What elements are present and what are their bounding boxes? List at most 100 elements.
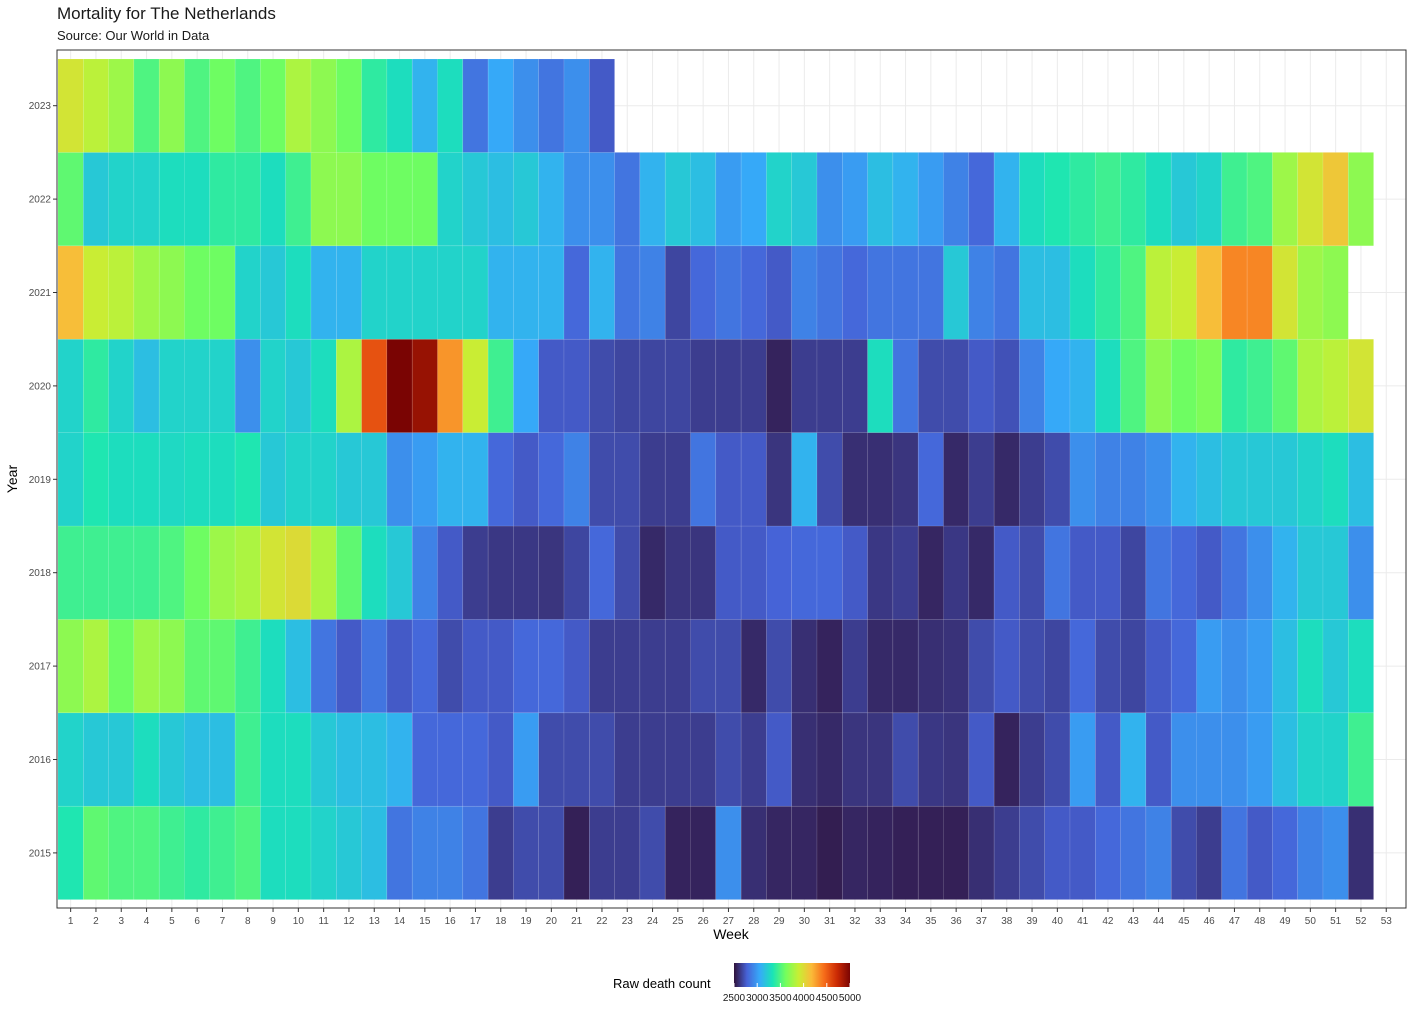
heatmap-cell	[158, 152, 185, 247]
heatmap-cell	[234, 338, 261, 433]
heatmap-cell	[538, 712, 565, 807]
heatmap-cell	[1095, 432, 1121, 527]
heatmap-cell	[816, 619, 843, 714]
heatmap-cell	[841, 619, 868, 714]
heatmap-cell	[715, 619, 742, 714]
heatmap-cell	[588, 525, 615, 620]
heatmap-cell	[1019, 432, 1046, 527]
heatmap-cell	[867, 152, 894, 247]
heatmap-cell	[285, 58, 312, 153]
x-tick-label: 38	[1001, 916, 1013, 927]
x-tick-label: 42	[1102, 916, 1114, 927]
heatmap-cell	[588, 245, 615, 340]
x-tick-label: 48	[1254, 916, 1266, 927]
heatmap-cell	[816, 805, 843, 900]
heatmap-cell	[386, 338, 413, 433]
heatmap-cell	[386, 432, 413, 527]
heatmap-cell	[867, 619, 894, 714]
heatmap-cell	[386, 619, 413, 714]
heatmap-cell	[841, 338, 868, 433]
heatmap-cell	[993, 432, 1020, 527]
heatmap-cell	[437, 152, 464, 247]
heatmap-cell	[614, 245, 641, 340]
heatmap-cell	[1019, 805, 1046, 900]
y-tick-label: 2022	[29, 195, 52, 206]
heatmap-cell	[57, 525, 84, 620]
heatmap-cell	[260, 805, 286, 900]
heatmap-cell	[133, 525, 160, 620]
heatmap-cell	[108, 712, 135, 807]
heatmap-cell	[690, 525, 717, 620]
heatmap-cell	[1246, 712, 1273, 807]
heatmap-cell	[1145, 245, 1172, 340]
heatmap-cell	[766, 245, 793, 340]
heatmap-cell	[1069, 432, 1096, 527]
heatmap-cell	[791, 619, 818, 714]
heatmap-cell	[209, 245, 236, 340]
heatmap-cell	[791, 805, 818, 900]
x-tick-label: 47	[1229, 916, 1241, 927]
heatmap-cell	[816, 245, 843, 340]
legend-title: Raw death count	[613, 976, 711, 991]
heatmap-cell	[563, 432, 590, 527]
heatmap-cell	[639, 712, 666, 807]
heatmap-cell	[917, 805, 944, 900]
heatmap-cell	[462, 432, 489, 527]
heatmap-cell	[917, 245, 944, 340]
heatmap-cell	[260, 619, 286, 714]
heatmap-cell	[184, 525, 211, 620]
heatmap-cell	[133, 338, 160, 433]
heatmap-cell	[917, 338, 944, 433]
heatmap-cell	[462, 525, 489, 620]
heatmap-cell	[158, 805, 185, 900]
heatmap-cell	[209, 712, 236, 807]
heatmap-cell	[841, 432, 868, 527]
heatmap-cell	[1120, 805, 1147, 900]
x-tick-label: 3	[118, 916, 124, 927]
heatmap-cell	[791, 152, 818, 247]
heatmap-cell	[234, 152, 261, 247]
heatmap-cell	[1196, 712, 1223, 807]
heatmap-cell	[234, 712, 261, 807]
heatmap-cell	[83, 152, 109, 247]
heatmap-cell	[184, 58, 211, 153]
heatmap-cell	[487, 245, 514, 340]
heatmap-cell	[108, 152, 135, 247]
heatmap-cell	[563, 245, 590, 340]
x-tick-label: 52	[1355, 916, 1367, 927]
heatmap-cell	[1145, 432, 1172, 527]
heatmap-cell	[841, 712, 868, 807]
heatmap-cell	[968, 338, 995, 433]
y-tick-label: 2023	[29, 101, 52, 112]
heatmap-cell	[1246, 619, 1273, 714]
heatmap-cell	[816, 432, 843, 527]
heatmap-cell	[133, 619, 160, 714]
heatmap-cell	[57, 338, 84, 433]
heatmap-cell	[1069, 525, 1096, 620]
heatmap-cell	[260, 432, 286, 527]
heatmap-cell	[664, 712, 691, 807]
heatmap-cell	[260, 712, 286, 807]
heatmap-cell	[57, 619, 84, 714]
heatmap-cell	[1069, 619, 1096, 714]
heatmap-cell	[487, 805, 514, 900]
heatmap-cell	[310, 152, 337, 247]
x-axis-ticks: 1 2 3 4 5 6 7 8 9 10 11 12 13 14 15 16 17 18 19 20 21 22 23 24 2…	[68, 908, 1392, 927]
heatmap-cell	[816, 712, 843, 807]
heatmap-cell	[1246, 525, 1273, 620]
heatmap-cell	[1170, 338, 1197, 433]
heatmap-cell	[437, 338, 464, 433]
heatmap-cell	[1120, 525, 1147, 620]
heatmap-cell	[690, 805, 717, 900]
heatmap-cell	[639, 805, 666, 900]
heatmap-cell	[1145, 712, 1172, 807]
heatmap-cell	[335, 338, 362, 433]
heatmap-cell	[993, 152, 1020, 247]
heatmap-cell	[1095, 152, 1121, 247]
heatmap-cell	[715, 525, 742, 620]
x-tick-label: 1	[68, 916, 74, 927]
heatmap-cell	[513, 245, 540, 340]
heatmap-cell	[1272, 338, 1299, 433]
heatmap-cell	[993, 525, 1020, 620]
heatmap-cell	[1044, 525, 1071, 620]
